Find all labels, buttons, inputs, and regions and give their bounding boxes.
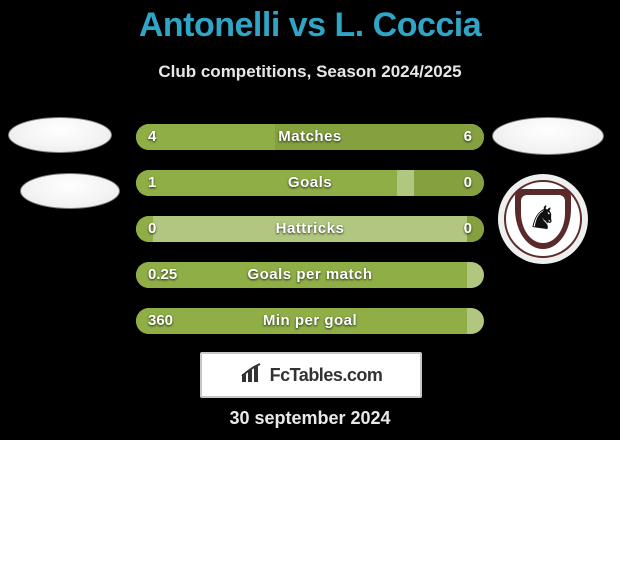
ellipse-icon <box>8 117 112 153</box>
horse-icon: ♞ <box>527 200 560 236</box>
page-title: Antonelli vs L. Coccia <box>0 6 620 45</box>
stat-left-value: 0 <box>148 216 156 242</box>
stat-name-label: Min per goal <box>136 308 484 334</box>
stat-left-value: 0.25 <box>148 262 177 288</box>
bar-chart-icon <box>240 362 264 389</box>
club-badge-ring: ♞ <box>504 180 582 258</box>
player2-club-logo-2: ♞ <box>498 174 588 264</box>
stat-left-value: 1 <box>148 170 156 196</box>
player1-club-logo-1 <box>8 118 112 152</box>
stat-right-value: 0 <box>464 216 472 242</box>
stat-bar: Hattricks0 0 <box>136 216 484 242</box>
stat-name-label: Goals <box>136 170 484 196</box>
stat-bar: Goals1 0 <box>136 170 484 196</box>
bottom-white-area <box>0 440 620 580</box>
club-badge-shield: ♞ <box>515 189 571 249</box>
stat-right-value: 6 <box>464 124 472 150</box>
club-badge: ♞ <box>498 174 588 264</box>
player1-club-logo-2 <box>20 174 120 208</box>
brand-attribution: FcTables.com <box>200 352 422 398</box>
stat-bar: Goals per match0.25 <box>136 262 484 288</box>
subtitle: Club competitions, Season 2024/2025 <box>0 62 620 82</box>
stat-right-value: 0 <box>464 170 472 196</box>
stat-name-label: Hattricks <box>136 216 484 242</box>
date-label: 30 september 2024 <box>0 408 620 429</box>
stat-left-value: 4 <box>148 124 156 150</box>
ellipse-icon <box>492 117 604 155</box>
stat-name-label: Matches <box>136 124 484 150</box>
stat-left-value: 360 <box>148 308 173 334</box>
brand-text: FcTables.com <box>270 365 383 386</box>
stat-bar: Min per goal360 <box>136 308 484 334</box>
comparison-infographic: Antonelli vs L. Coccia Club competitions… <box>0 0 620 580</box>
stat-name-label: Goals per match <box>136 262 484 288</box>
ellipse-icon <box>20 173 120 209</box>
player2-club-logo-1 <box>492 118 604 154</box>
stat-bar: Matches4 6 <box>136 124 484 150</box>
